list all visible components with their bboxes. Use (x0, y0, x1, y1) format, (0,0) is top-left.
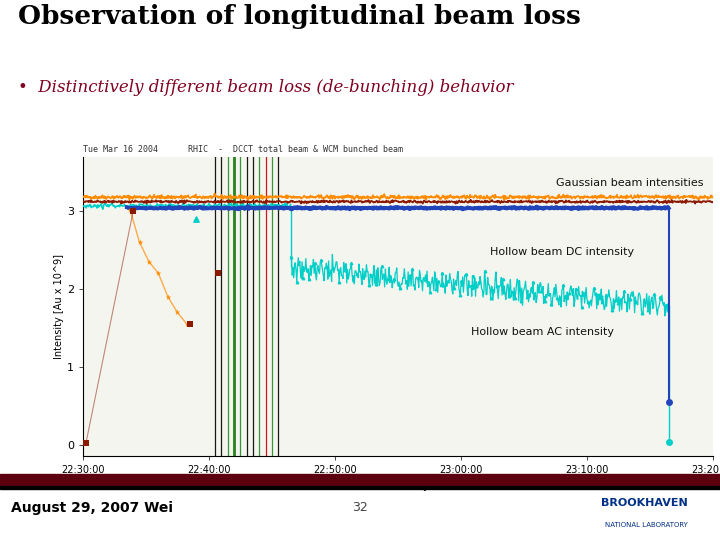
Text: August 29, 2007 Wei: August 29, 2007 Wei (11, 501, 173, 515)
Point (212, 269, 224, 278)
Text: Observation of longitudinal beam loss: Observation of longitudinal beam loss (18, 4, 581, 29)
Point (80, 438, 91, 447)
Point (153, 269, 164, 278)
Text: 32: 32 (352, 501, 368, 514)
Text: Tue Mar 16 2004      RHIC  -  DCCT total beam & WCM bunched beam: Tue Mar 16 2004 RHIC - DCCT total beam &… (83, 145, 402, 154)
Text: Hollow beam AC intensity: Hollow beam AC intensity (471, 327, 614, 338)
Point (171, 308, 183, 316)
Text: BROOKHAVEN: BROOKHAVEN (601, 498, 688, 508)
Point (143, 258, 155, 266)
Text: Hollow beam DC intensity: Hollow beam DC intensity (490, 246, 634, 256)
Text: NATIONAL LABORATORY: NATIONAL LABORATORY (605, 522, 688, 528)
Point (184, 320, 196, 328)
Point (125, 205, 136, 214)
Point (181, 320, 192, 328)
Point (134, 238, 145, 247)
Bar (0, 474, 720, 486)
Bar (0, 486, 720, 489)
Point (190, 214, 202, 223)
Text: •  Distinctively different beam loss (de-bunching) behavior: • Distinctively different beam loss (de-… (18, 79, 513, 96)
Point (162, 292, 174, 301)
Point (127, 207, 139, 215)
X-axis label: time of day: time of day (366, 481, 430, 491)
Text: Gaussian beam intensities: Gaussian beam intensities (556, 178, 703, 187)
Y-axis label: Intensity [Au x 10^9]: Intensity [Au x 10^9] (54, 254, 64, 359)
